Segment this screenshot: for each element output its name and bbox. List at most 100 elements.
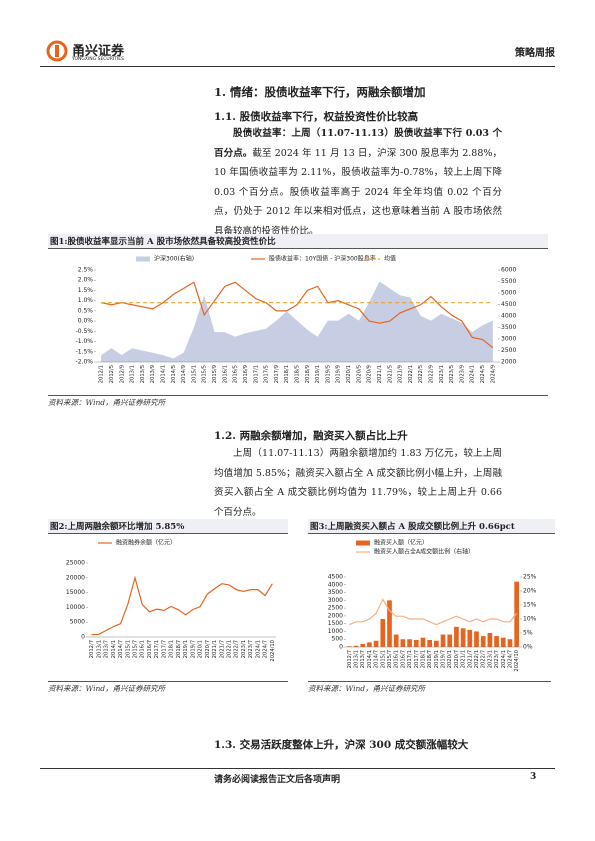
bar — [480, 636, 486, 647]
x-tick-label: 2012/5 — [109, 365, 115, 383]
logo-text: 甬兴证券 — [72, 44, 125, 59]
x-tick-label: 2020/1 — [447, 650, 453, 668]
figure-rule — [48, 395, 548, 396]
y-tick-label: 1.5% — [78, 287, 94, 294]
y-tick-label: 0 — [339, 644, 343, 651]
footer-disclaimer: 请务必阅读报告正文后各项声明 — [214, 775, 341, 785]
figure-title: 图3:上周融资买入额占 A 股成交额比例上升 0.66pct — [308, 519, 555, 534]
x-tick-label: 2013/1 — [354, 650, 360, 668]
x-tick-label: 2022/1 — [408, 365, 414, 383]
legend-label: 股债收益率：10Y国债 - 沪深300股息率 — [269, 255, 376, 263]
x-tick-label: 2016/7 — [147, 640, 153, 658]
x-tick-label: 2021/1 — [461, 650, 467, 668]
x-tick-label: 2021/9 — [398, 365, 404, 383]
y2-tick-label: 3000 — [501, 336, 516, 343]
x-tick-label: 2012/7 — [89, 640, 95, 658]
bar — [393, 634, 399, 647]
legend-label: 均值 — [384, 255, 396, 263]
y-tick-label: 0.5% — [78, 307, 94, 314]
y-tick-label: 500 — [332, 636, 344, 643]
x-tick-label: 2015/1 — [380, 650, 386, 668]
bar — [434, 640, 439, 647]
x-tick-label: 2019/5 — [325, 365, 331, 383]
footer-rule — [40, 768, 555, 769]
x-tick-label: 2014/9 — [181, 365, 187, 383]
x-tick-label: 2018/5 — [295, 365, 301, 383]
y2-tick-label: 2500 — [501, 347, 516, 354]
x-tick-label: 2017/1 — [407, 650, 413, 668]
figure-title: 图2:上周两融余额环比增加 5.85% — [48, 519, 288, 534]
legend-label: 沪深300(右轴) — [154, 255, 194, 263]
bar — [467, 629, 473, 647]
y2-tick-label: 4000 — [501, 313, 516, 320]
y2-tick-label: 6000 — [501, 267, 516, 274]
figure-source: 资料来源：Wind，甬兴证券研究所 — [48, 684, 166, 693]
x-tick-label: 2018/7 — [427, 650, 433, 668]
page-number: 3 — [530, 772, 537, 782]
x-tick-label: 2022/1 — [227, 640, 233, 658]
x-tick-label: 2023/9 — [459, 365, 465, 383]
bar — [507, 639, 513, 647]
x-tick-label: 2015/1 — [191, 365, 197, 383]
bar — [474, 631, 479, 647]
x-tick-label: 2023/7 — [248, 640, 254, 658]
x-tick-label: 2022/1 — [474, 650, 480, 668]
x-tick-label: 2018/1 — [284, 365, 290, 383]
x-tick-label: 2020/1 — [346, 365, 352, 383]
x-tick-label: 2015/7 — [387, 650, 393, 668]
y-tick-label: -2.0% — [76, 359, 94, 366]
x-tick-label: 2023/7 — [494, 650, 500, 668]
paragraph: 股债收益率：上周（11.07-11.13）股债收益率下行 0.03 个百分点。截… — [214, 124, 502, 241]
y-tick-label: 20000 — [66, 574, 85, 581]
y-tick-label: 1500 — [328, 620, 343, 627]
x-tick-label: 2023/1 — [487, 650, 493, 668]
x-tick-label: 2024/5 — [480, 365, 486, 383]
bar — [387, 600, 392, 647]
figure-rule — [308, 681, 551, 682]
x-tick-label: 2021/5 — [387, 365, 393, 383]
x-tick-label: 2016/1 — [140, 640, 146, 658]
x-tick-label: 2014/1 — [367, 650, 373, 668]
line — [349, 598, 518, 626]
bar — [487, 633, 493, 647]
bar — [440, 634, 446, 647]
x-tick-label: 2023/1 — [439, 365, 445, 383]
x-tick-label: 2015/5 — [202, 365, 208, 383]
x-tick-label: 2012/7 — [347, 650, 353, 668]
subsection-heading: 1.1. 股债收益率下行，权益投资性价比较高 — [214, 111, 419, 123]
x-tick-label: 2020/9 — [367, 365, 373, 383]
y2-tick-label: 25% — [523, 574, 537, 581]
x-tick-label: 2014/5 — [171, 365, 177, 383]
x-tick-label: 2016/1 — [222, 365, 228, 383]
y-tick-label: 5000 — [70, 619, 85, 626]
subsection-heading: 1.3. 交易活跃度整体上升，沪深 300 成交额涨幅较大 — [214, 739, 469, 751]
bar — [347, 646, 352, 647]
bar — [427, 640, 432, 647]
x-tick-label: 2016/1 — [394, 650, 400, 668]
x-tick-label: 2013/7 — [104, 640, 110, 658]
x-tick-label: 2020/5 — [356, 365, 362, 383]
x-tick-label: 2024/7 — [507, 650, 513, 668]
bar — [447, 634, 453, 647]
y-tick-label: 3500 — [328, 589, 343, 596]
y-tick-label: 10000 — [66, 604, 85, 611]
x-tick-label: 2017/7 — [414, 650, 420, 668]
x-tick-label: 2021/1 — [377, 365, 383, 383]
y-tick-label: 4500 — [328, 574, 343, 581]
x-tick-label: 2017/1 — [253, 365, 259, 383]
y2-tick-label: 5500 — [501, 278, 516, 285]
x-tick-label: 2019/1 — [315, 365, 321, 383]
y-tick-label: -1.5% — [76, 348, 94, 355]
y-tick-label: 4000 — [328, 581, 343, 588]
bar — [407, 639, 412, 647]
y-tick-label: -1.0% — [76, 338, 94, 345]
legend-label: 融资融券余额（亿元） — [116, 539, 176, 547]
bar — [420, 637, 426, 647]
x-tick-label: 2019/7 — [190, 640, 196, 658]
x-tick-label: 2024/1 — [470, 365, 476, 383]
report-type: 策略周报 — [515, 48, 555, 59]
logo-bar — [55, 45, 59, 57]
y2-tick-label: 2000 — [501, 359, 516, 366]
y-tick-label: 0.0% — [78, 318, 94, 325]
x-tick-label: 2018/7 — [176, 640, 182, 658]
